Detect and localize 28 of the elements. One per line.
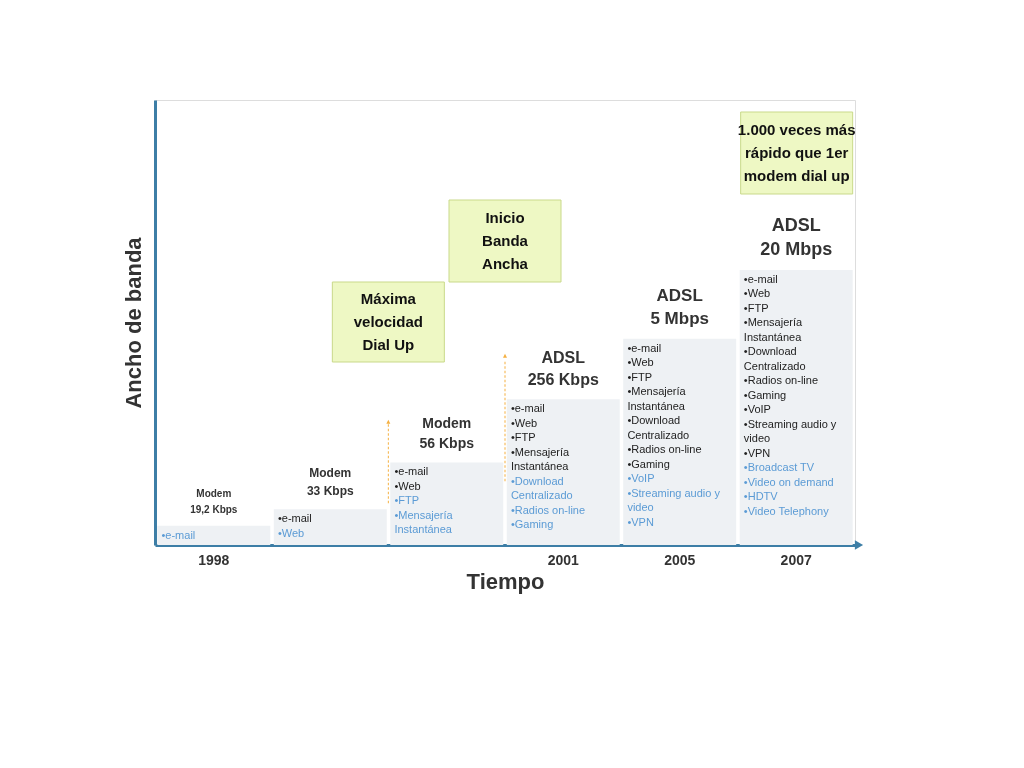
annotation: Modem 19,2 Kbps [190,487,238,515]
x-tick-label: 1998 [198,551,230,568]
annotation: •Download Centralizado •Radios on-line •Gaming [510,474,586,531]
annotation: •e-mail •Web •FTP •Mensajería Instantánea [510,402,571,473]
annotation: •Web [277,526,305,539]
annotation: Modem 33 Kbps [306,466,354,499]
text: 1.000 veces más rápido que 1er modem dial up [737,120,856,184]
annotation: •e-mail •Web [394,465,429,492]
annotation: •VoIP •Streaming audio y video •VPN [627,472,721,528]
annotation: •Broadcast TV •Video on demand •HDTV •Video Telephony [743,461,834,517]
annotation: Inicio Banda Ancha [482,208,529,272]
text: •e-mail •Web •FTP •Mensajería Instantánea •Download Centralizado •Radios on-line •Gaming [627,341,702,470]
annotation: •e-mail [277,512,312,525]
text: ADSL 20 Mbps [760,214,833,259]
bar [273,509,387,545]
annotation: •e-mail [161,528,196,541]
annotation: Máxima velocidad Dial Up [353,289,423,353]
x-tick-label: 2001 [547,551,580,568]
x-tick-label: 2005 [664,551,696,568]
annotation: •FTP •Mensajería Instantánea [394,494,454,536]
text: •e-mail •Web •FTP •Mensajería Instantánea •Download Centralizado •Radios on-line •Gaming •VoIP •Streaming audio y video •VPN [743,272,837,459]
x-tick-label: 2007 [780,551,812,568]
bar [157,525,271,545]
x-axis-title: Tiempo [466,568,545,594]
annotation: ADSL 5 Mbps [650,285,709,328]
annotation: Modem 56 Kbps [419,415,475,452]
y-axis-title: Ancho de banda [120,236,146,409]
annotation: ADSL 256 Kbps [527,349,599,389]
